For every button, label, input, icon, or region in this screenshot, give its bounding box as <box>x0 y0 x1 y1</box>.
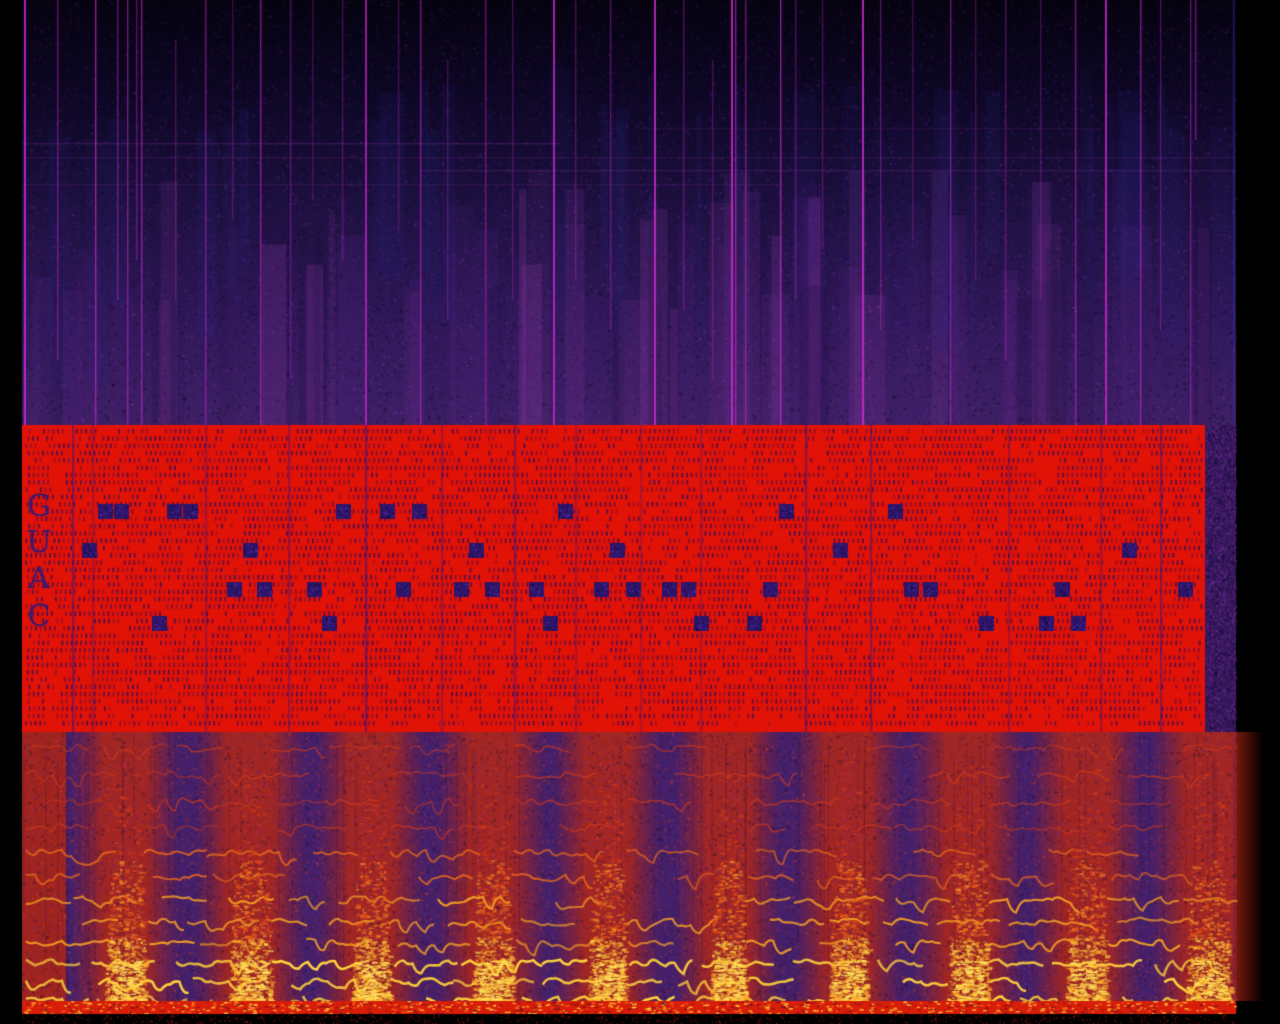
hidden-letter-a: A <box>28 561 50 596</box>
hidden-letter-u: U <box>26 525 52 560</box>
hidden-letter-g: G <box>27 489 51 524</box>
hidden-letter-c: C <box>27 599 51 634</box>
